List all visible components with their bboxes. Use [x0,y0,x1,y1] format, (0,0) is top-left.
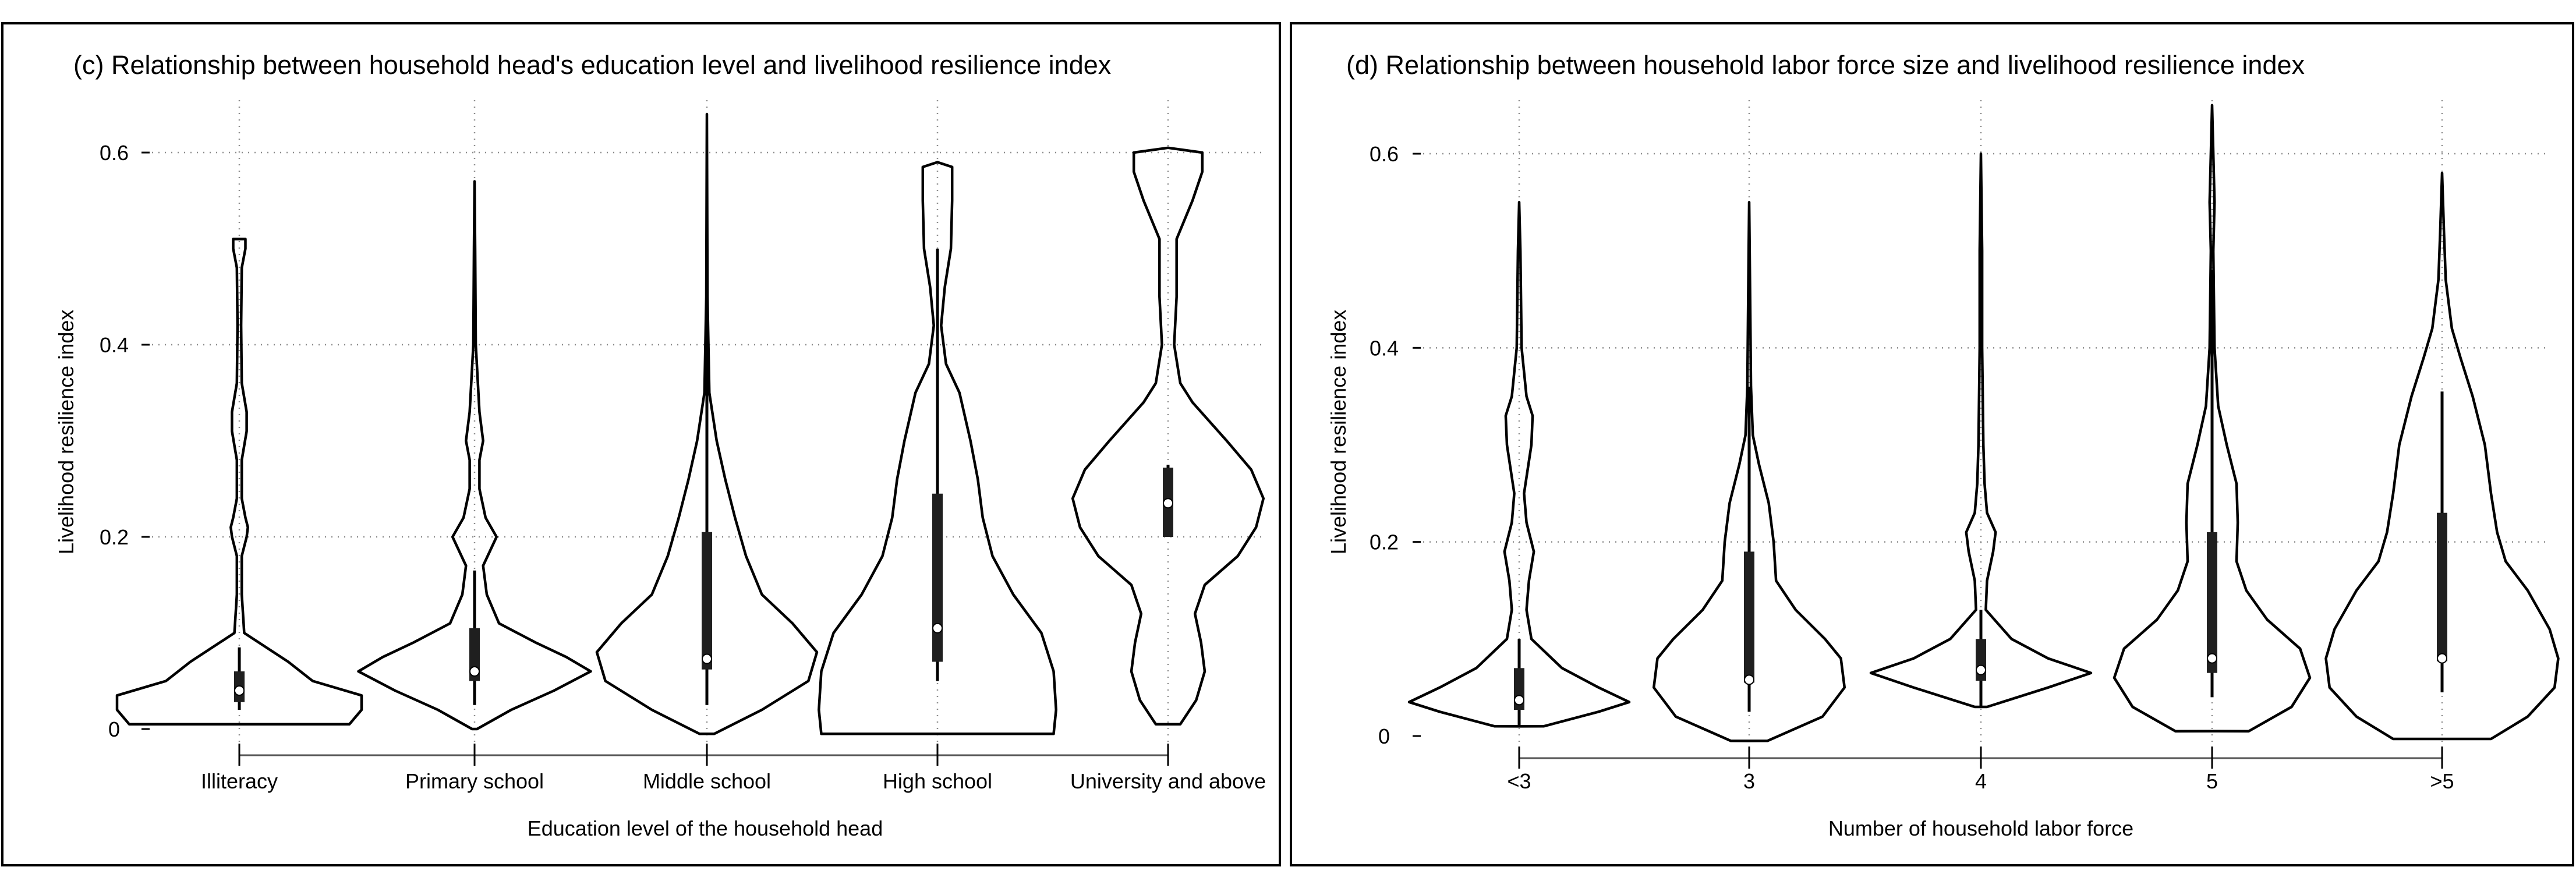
y-tick-label: 0.2 [1370,530,1399,554]
median-point [234,685,245,696]
y-tick-label: 0.2 [100,525,129,549]
chart-panel-c: (c) Relationship between household head'… [1,22,1281,866]
violin-d-0 [1407,201,1631,728]
median-point [2207,653,2217,664]
y-tick-label: 0.4 [100,333,129,357]
y-tick-label: 0 [108,717,120,741]
median-point [1976,664,1986,675]
violin-c-0 [115,238,363,726]
x-tick-label: Illiteracy [201,769,278,793]
median-point [1514,695,1524,706]
x-tick-label: <3 [1507,769,1531,793]
median-point [1744,674,1754,685]
x-tick-label: High school [883,769,992,793]
iqr-box [2207,532,2217,673]
median-point [2437,653,2447,664]
iqr-box [702,532,712,670]
x-axis-label: Education level of the household head [528,816,883,840]
x-tick-label: 3 [1743,769,1755,793]
median-point [1163,498,1173,509]
y-axis-label: Livelihood resilience index [54,310,78,554]
y-tick-label: 0.4 [1370,336,1399,360]
violin-d-3 [2113,104,2312,733]
x-tick-label: Primary school [405,769,544,793]
chart-title: (c) Relationship between household head'… [73,50,1112,80]
x-tick-label: >5 [2430,769,2454,793]
y-tick-label: 0.6 [1370,142,1399,166]
y-tick-label: 0 [1378,724,1390,748]
violin-chart-c: (c) Relationship between household head'… [54,50,1266,840]
iqr-box [2437,512,2447,661]
iqr-box [1744,551,1754,683]
x-axis-label: Number of household labor force [1828,816,2133,840]
x-tick-label: Middle school [643,769,771,793]
x-tick-label: 4 [1975,769,1987,793]
chart-panel-d: (d) Relationship between household labor… [1290,22,2574,866]
violin-c-3 [818,161,1057,735]
violin-d-2 [1869,152,2093,709]
iqr-box [932,493,943,662]
violin-chart-d: (d) Relationship between household labor… [1326,50,2560,840]
chart-title: (d) Relationship between household labor… [1346,50,2305,80]
violin-c-4 [1071,146,1265,726]
median-point [702,653,712,664]
x-tick-label: 5 [2206,769,2218,793]
y-axis-label: Livelihood resilience index [1326,310,1350,554]
x-tick-label: University and above [1070,769,1266,793]
y-tick-label: 0.6 [100,141,129,165]
violin-c-1 [357,180,592,731]
median-point [469,666,480,677]
violin-d-4 [2324,172,2560,741]
violin-c-2 [595,112,819,735]
median-point [932,622,943,634]
violin-d-1 [1652,201,1846,742]
